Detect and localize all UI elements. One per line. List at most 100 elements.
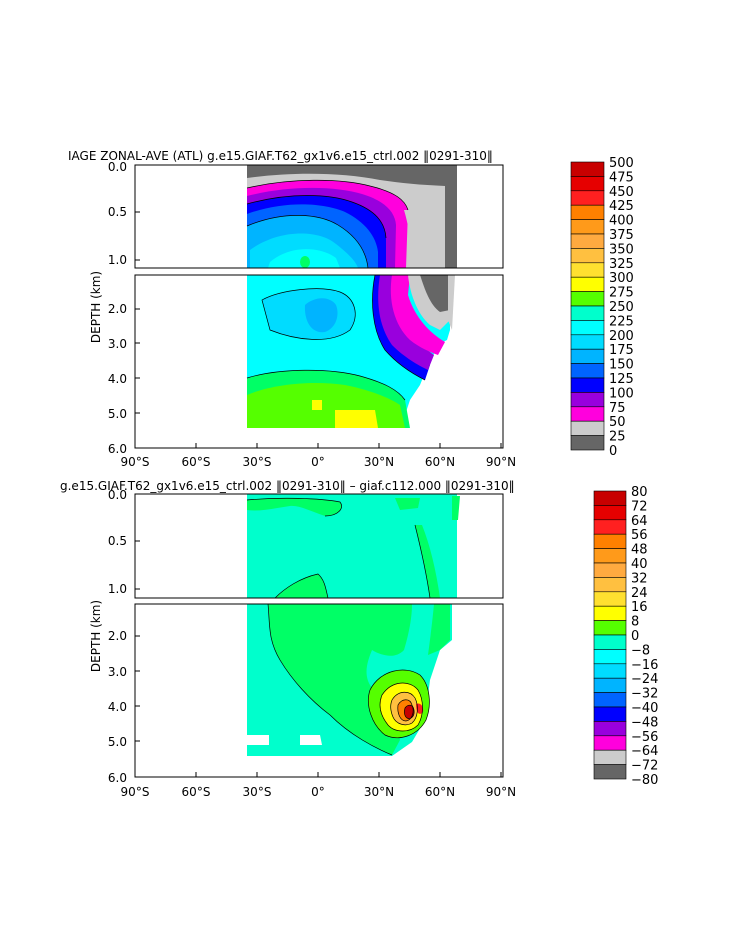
colorbar-0-label-16: 100 — [609, 386, 634, 401]
colorbar-0-label-9: 275 — [609, 286, 634, 301]
top-axis-ticks — [134, 164, 502, 449]
bottom-xtick-2: 30°S — [243, 785, 272, 799]
colorbar-0-label-5: 375 — [609, 228, 634, 243]
colorbar-0-label-13: 175 — [609, 343, 634, 358]
colorbar-1-label-9: 8 — [631, 615, 639, 630]
colorbar-0-box-8 — [570, 276, 605, 292]
colorbar-1-box-13 — [593, 677, 627, 693]
colorbar-1-label-13: −24 — [631, 672, 658, 687]
colorbar-1-label-0: 80 — [631, 485, 648, 500]
colorbar-1-box-5 — [593, 562, 627, 578]
bottom-ytick-2: 1.0 — [108, 582, 127, 596]
colorbar-1-box-19 — [593, 764, 627, 780]
colorbar-1-label-18: −64 — [631, 744, 658, 759]
colorbar-1-label-19: −72 — [631, 759, 658, 774]
colorbar-0-label-18: 50 — [609, 415, 626, 430]
top-ytick-2: 1.0 — [108, 253, 127, 267]
colorbar-0-label-3: 425 — [609, 199, 634, 214]
colorbar-1-box-2 — [593, 519, 627, 535]
colorbar-0-box-17 — [570, 406, 605, 422]
bottom-lower-frame — [134, 603, 504, 778]
colorbar-0-box-6 — [570, 248, 605, 264]
top-lower-frame — [134, 274, 504, 449]
colorbar-1-label-7: 24 — [631, 586, 648, 601]
bottom-colorbar: 80726456484032241680−8−16−24−32−40−48−56… — [593, 485, 658, 788]
colorbar-0-box-5 — [570, 233, 605, 249]
bottom-ytick-4: 3.0 — [108, 665, 127, 679]
colorbar-1-box-4 — [593, 548, 627, 564]
colorbar-1-label-14: −32 — [631, 687, 658, 702]
colorbar-0-box-19 — [570, 435, 605, 451]
colorbar-0-label-14: 150 — [609, 358, 634, 373]
colorbar-0-box-13 — [570, 348, 605, 364]
colorbar-1-label-4: 48 — [631, 543, 648, 558]
colorbar-1-label-15: −40 — [631, 701, 658, 716]
colorbar-1-box-10 — [593, 634, 627, 650]
colorbar-0-label-15: 125 — [609, 372, 634, 387]
colorbar-1-label-6: 32 — [631, 571, 648, 586]
colorbar-1-label-8: 16 — [631, 600, 648, 615]
top-xtick-6: 90°N — [486, 455, 516, 469]
colorbar-0-label-4: 400 — [609, 214, 634, 229]
colorbar-1-box-1 — [593, 505, 627, 521]
colorbar-1-label-11: −8 — [631, 643, 650, 658]
colorbar-0-box-3 — [570, 204, 605, 220]
top-xtick-3: 0° — [311, 455, 325, 469]
bottom-ylabel: DEPTH (km) — [89, 600, 103, 672]
colorbar-0-box-0 — [570, 161, 605, 177]
colorbar-1-label-2: 64 — [631, 514, 648, 529]
top-ytick-5: 4.0 — [108, 372, 127, 386]
colorbar-1-box-6 — [593, 577, 627, 593]
colorbar-1-box-0 — [593, 490, 627, 506]
colorbar-1-label-5: 40 — [631, 557, 648, 572]
colorbar-0-box-18 — [570, 420, 605, 436]
bottom-lower-contour-field — [247, 604, 452, 777]
bottom-ytick-0: 0.0 — [108, 488, 127, 502]
bottom-ytick-7: 6.0 — [108, 771, 127, 785]
colorbar-1-box-3 — [593, 533, 627, 549]
colorbar-0-box-7 — [570, 262, 605, 278]
colorbar-0-box-2 — [570, 190, 605, 206]
colorbar-0-label-0: 500 — [609, 156, 634, 171]
bottom-xtick-4: 30°N — [364, 785, 394, 799]
top-upper-frame — [134, 164, 504, 269]
colorbar-1-label-16: −48 — [631, 715, 658, 730]
colorbar-1-box-7 — [593, 591, 627, 607]
top-panel: IAGE ZONAL-AVE (ATL) g.e15.GIAF.T62_gx1v… — [68, 149, 634, 469]
colorbar-0-label-10: 250 — [609, 300, 634, 315]
colorbar-1-box-18 — [593, 749, 627, 765]
top-ylabel: DEPTH (km) — [89, 271, 103, 343]
colorbar-1-box-14 — [593, 692, 627, 708]
colorbar-0-label-7: 325 — [609, 257, 634, 272]
top-ytick-0: 0.0 — [108, 160, 127, 174]
colorbar-1-label-10: 0 — [631, 629, 639, 644]
colorbar-0-label-6: 350 — [609, 242, 634, 257]
colorbar-0-label-12: 200 — [609, 329, 634, 344]
colorbar-1-label-1: 72 — [631, 499, 648, 514]
colorbar-0-box-11 — [570, 320, 605, 336]
top-ytick-4: 3.0 — [108, 337, 127, 351]
colorbar-0-box-12 — [570, 334, 605, 350]
colorbar-0-label-1: 475 — [609, 170, 634, 185]
top-ytick-1: 0.5 — [108, 205, 127, 219]
colorbar-1-label-17: −56 — [631, 730, 658, 745]
colorbar-0-box-14 — [570, 363, 605, 379]
top-xtick-2: 30°S — [243, 455, 272, 469]
top-ytick-3: 2.0 — [108, 302, 127, 316]
colorbar-1-box-17 — [593, 735, 627, 751]
bottom-upper-contour-field — [246, 494, 460, 598]
top-xtick-4: 30°N — [364, 455, 394, 469]
bottom-xtick-6: 90°N — [486, 785, 516, 799]
colorbar-0-label-20: 0 — [609, 444, 617, 459]
bottom-xtick-5: 60°N — [425, 785, 455, 799]
top-upper-contour-field — [246, 165, 457, 268]
top-panel-title: IAGE ZONAL-AVE (ATL) g.e15.GIAF.T62_gx1v… — [68, 149, 493, 163]
bottom-xtick-0: 90°S — [121, 785, 150, 799]
top-ytick-6: 5.0 — [108, 407, 127, 421]
colorbar-1-box-15 — [593, 706, 627, 722]
bottom-ytick-6: 5.0 — [108, 735, 127, 749]
colorbar-0-box-15 — [570, 377, 605, 393]
colorbar-0-box-16 — [570, 392, 605, 408]
bottom-upper-frame — [134, 493, 504, 599]
